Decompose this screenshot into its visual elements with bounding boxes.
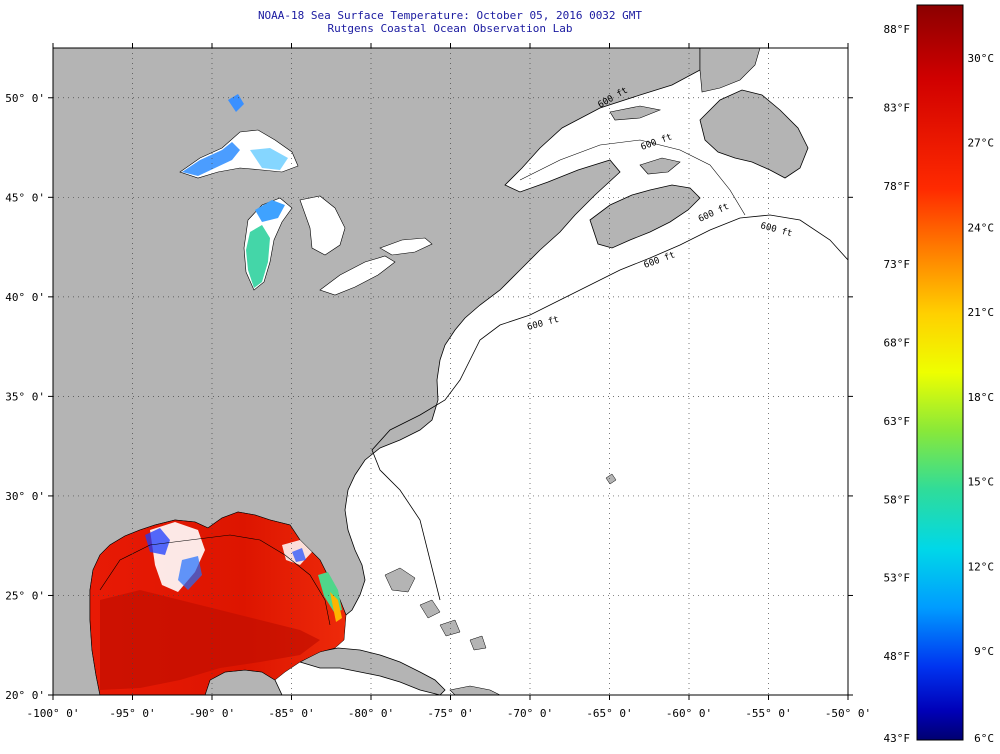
- colorbar-f-label: 73°F: [884, 258, 911, 271]
- lake-ontario: [379, 237, 433, 256]
- lat-tick-label: 35° 0': [5, 390, 45, 403]
- lon-tick-label: -55° 0': [745, 707, 791, 720]
- lat-tick-label: 45° 0': [5, 191, 45, 204]
- colorbar-f-label: 83°F: [884, 101, 911, 114]
- pei-island: [639, 157, 681, 175]
- lon-tick-label: -50° 0': [825, 707, 871, 720]
- isobath-stlawrence: [519, 139, 746, 216]
- labrador-coast: [699, 48, 761, 93]
- colorbar-f-label: 88°F: [884, 23, 911, 36]
- lon-tick-label: -85° 0': [268, 707, 314, 720]
- sst-lake-michigan-n: [255, 200, 285, 222]
- colorbar-c-label: 9°C: [974, 645, 994, 658]
- colorbar-f-label: 43°F: [884, 732, 911, 745]
- bahamas: [384, 567, 487, 651]
- isobath-gulf: [99, 534, 331, 626]
- lon-tick-label: -60° 0': [666, 707, 712, 720]
- lon-tick-label: -100° 0': [27, 707, 80, 720]
- colorbar-celsius-labels: 30°C 27°C 24°C 21°C 18°C 15°C 12°C 9°C 6°C: [968, 52, 995, 745]
- sst-lake-superior: [182, 142, 240, 176]
- map-subtitle: Rutgens Coastal Ocean Observation Lab: [327, 22, 573, 35]
- map-title: NOAA-18 Sea Surface Temperature: October…: [257, 9, 643, 22]
- sst-bigbend-cold: [292, 548, 306, 562]
- colorbar-c-label: 27°C: [968, 137, 995, 150]
- colorbar-f-label: 78°F: [884, 180, 911, 193]
- isobath-600ft: [371, 214, 848, 601]
- axes: 20° 0' 25° 0' 30° 0' 35° 0' 40° 0' 45° 0' 50° …: [5, 43, 871, 720]
- colorbar-c-label: 30°C: [968, 52, 995, 65]
- maritimes: [589, 184, 701, 249]
- colorbar-f-label: 53°F: [884, 572, 911, 585]
- colorbar: [916, 4, 964, 741]
- sst-gulf-dark: [100, 590, 320, 690]
- colorbar-c-label: 6°C: [974, 732, 994, 745]
- sst-cold-patch-2: [178, 556, 202, 590]
- colorbar-c-label: 18°C: [968, 391, 995, 404]
- bermuda: [605, 473, 617, 485]
- sst-cold-patch: [145, 528, 170, 555]
- lon-tick-label: -70° 0': [507, 707, 553, 720]
- colorbar-f-label: 58°F: [884, 493, 911, 506]
- colorbar-c-label: 21°C: [968, 306, 995, 319]
- hispaniola: [449, 685, 501, 695]
- cuba: [298, 647, 446, 695]
- colorbar-c-label: 12°C: [968, 560, 995, 573]
- sst-florida-shelf-yellow: [330, 592, 342, 622]
- lake-erie: [319, 255, 396, 296]
- colorbar-f-label: 68°F: [884, 337, 911, 350]
- lat-tick-label: 50° 0': [5, 92, 45, 105]
- lon-tick-label: -75° 0': [427, 707, 473, 720]
- colorbar-f-label: 63°F: [884, 415, 911, 428]
- colorbar-c-label: 15°C: [968, 476, 995, 489]
- lat-tick-label: 30° 0': [5, 490, 45, 503]
- sst-lake-nipigon: [228, 94, 244, 112]
- lat-tick-label: 40° 0': [5, 291, 45, 304]
- lat-tick-label: 25° 0': [5, 589, 45, 602]
- sst-lake-michigan: [246, 225, 270, 288]
- lon-tick-label: -95° 0': [109, 707, 155, 720]
- lake-huron: [299, 195, 346, 256]
- lon-tick-label: -65° 0': [586, 707, 632, 720]
- lon-tick-label: -90° 0': [189, 707, 235, 720]
- lon-tick-label: -80° 0': [348, 707, 394, 720]
- lat-tick-label: 20° 0': [5, 689, 45, 702]
- anticosti: [609, 105, 662, 121]
- newfoundland: [699, 89, 809, 179]
- colorbar-fahrenheit-labels: 88°F 83°F 78°F 73°F 68°F 63°F 58°F 53°F 48°F 43°F: [884, 23, 911, 745]
- colorbar-f-label: 48°F: [884, 650, 911, 663]
- colorbar-c-label: 24°C: [968, 221, 995, 234]
- sst-lake-superior-east: [250, 148, 288, 170]
